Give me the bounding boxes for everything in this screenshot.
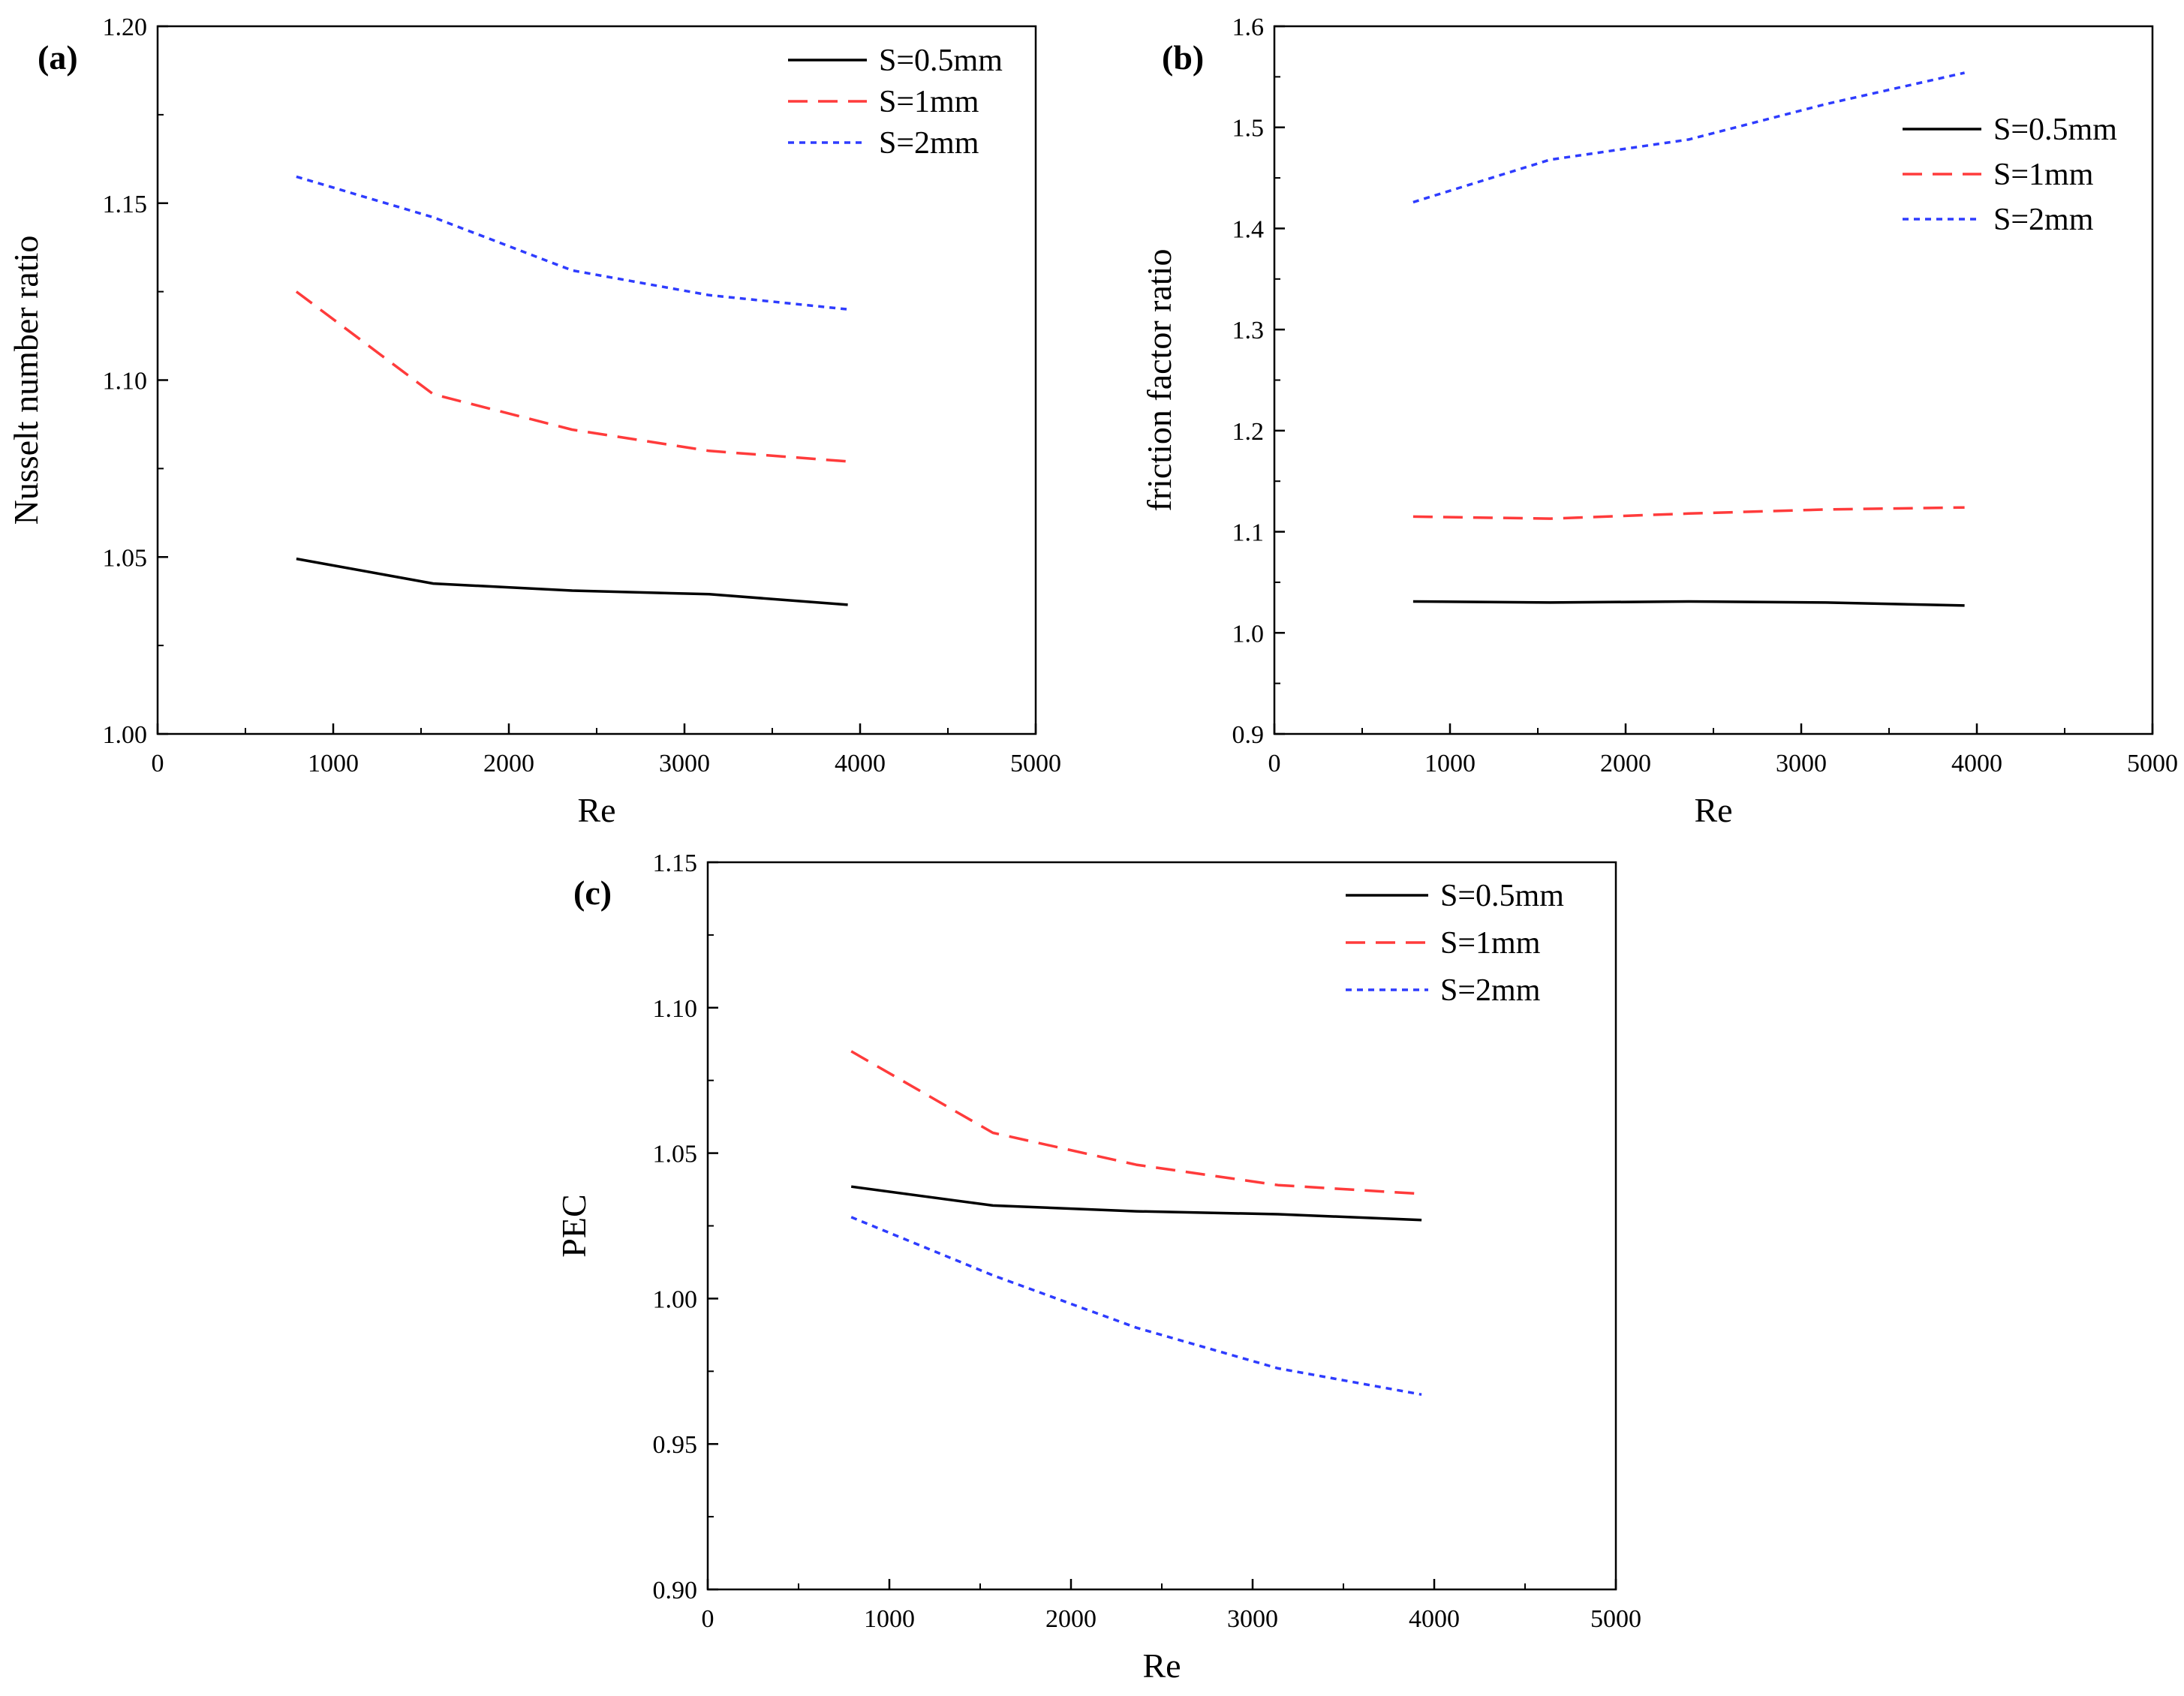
y-tick-label: 1.00: [653, 1286, 698, 1313]
y-tick-label: 1.2: [1232, 418, 1265, 446]
x-tick-label: 4000: [1409, 1605, 1460, 1633]
legend-label: S=1mm: [1440, 926, 1541, 961]
x-tick-label: 4000: [835, 750, 886, 777]
series-line-s-2mm: [850, 1216, 1422, 1397]
x-tick-label: 0: [1268, 750, 1281, 777]
legend-label: S=0.5mm: [1993, 113, 2117, 147]
legend-label: S=2mm: [1440, 973, 1541, 1008]
x-tick-label: 2000: [483, 750, 534, 777]
x-tick-label: 3000: [1776, 750, 1827, 777]
y-tick-label: 1.15: [103, 191, 148, 218]
legend-label: S=2mm: [879, 126, 979, 161]
legend-label: S=0.5mm: [879, 44, 1003, 78]
y-tick-label: 1.20: [103, 14, 148, 41]
y-tick-label: 1.5: [1232, 115, 1265, 143]
x-tick-label: 0: [152, 750, 164, 777]
y-axis-title: Nusselt number ratio: [7, 236, 45, 525]
x-tick-label: 1000: [864, 1605, 915, 1633]
x-axis-title: Re: [577, 791, 615, 829]
x-tick-label: 0: [702, 1605, 714, 1633]
chart-panel-3: 0 1000 2000 3000 4000 5000 0.90 0.95 1.00 1.05 1.1…: [555, 850, 1641, 1685]
y-tick-label: 1.10: [653, 995, 698, 1023]
series-line-s-0-5mm: [296, 557, 848, 606]
series-line-s-1mm: [1412, 506, 1965, 520]
panel-label: (b): [1162, 38, 1204, 77]
series-line-s-0-5mm: [850, 1185, 1422, 1222]
x-axis-title: Re: [1142, 1646, 1181, 1685]
y-tick-label: 1.0: [1232, 620, 1265, 648]
y-tick-label: 1.00: [103, 721, 148, 749]
y-tick-label: 0.90: [653, 1577, 698, 1604]
legend-label: S=1mm: [1993, 158, 2094, 192]
y-tick-label: 1.1: [1232, 519, 1265, 547]
x-tick-label: 3000: [1227, 1605, 1278, 1633]
y-tick-label: 0.9: [1232, 721, 1265, 749]
series-line-s-1mm: [295, 290, 848, 463]
x-tick-label: 4000: [1951, 750, 2002, 777]
series-line-s-0-5mm: [1412, 600, 1965, 607]
x-tick-label: 5000: [1590, 1605, 1641, 1633]
y-tick-label: 1.10: [103, 368, 148, 395]
x-tick-label: 2000: [1600, 750, 1651, 777]
x-tick-label: 5000: [1010, 750, 1061, 777]
y-tick-label: 1.6: [1232, 14, 1265, 41]
y-tick-label: 1.05: [103, 544, 148, 572]
series-line-s-2mm: [296, 175, 848, 311]
legend-label: S=0.5mm: [1440, 879, 1564, 913]
y-tick-label: 1.05: [653, 1141, 698, 1168]
x-tick-label: 5000: [2127, 750, 2178, 777]
x-tick-label: 1000: [1424, 750, 1476, 777]
series-line-s-1mm: [850, 1050, 1422, 1195]
y-tick-label: 0.95: [653, 1431, 698, 1459]
legend-label: S=1mm: [879, 85, 979, 119]
x-tick-label: 3000: [659, 750, 710, 777]
x-axis-title: Re: [1694, 791, 1732, 829]
panel-label: (a): [38, 38, 78, 77]
y-tick-label: 1.4: [1232, 215, 1265, 243]
series-line-s-2mm: [1412, 71, 1965, 204]
y-tick-label: 1.3: [1232, 317, 1265, 344]
x-tick-label: 2000: [1045, 1605, 1097, 1633]
panel-label: (c): [573, 874, 612, 912]
chart-panel-2: 0 1000 2000 3000 4000 5000 0.9 1.0 1.1 1.2 1.3 1.4 1…: [1140, 14, 2178, 829]
panels: 0 1000 2000 3000 4000 50001.001.051.101.151.2…: [7, 14, 2178, 1685]
y-axis-title: friction factor ratio: [1140, 249, 1178, 512]
x-tick-label: 1000: [308, 750, 359, 777]
chart-panel-1: 0 1000 2000 3000 4000 5000 1.00 1.05 1.10 1.15 1.2…: [7, 14, 1061, 829]
y-axis-title: PEC: [555, 1194, 593, 1257]
legend-label: S=2mm: [1993, 203, 2094, 237]
y-tick-label: 1.15: [653, 850, 698, 877]
